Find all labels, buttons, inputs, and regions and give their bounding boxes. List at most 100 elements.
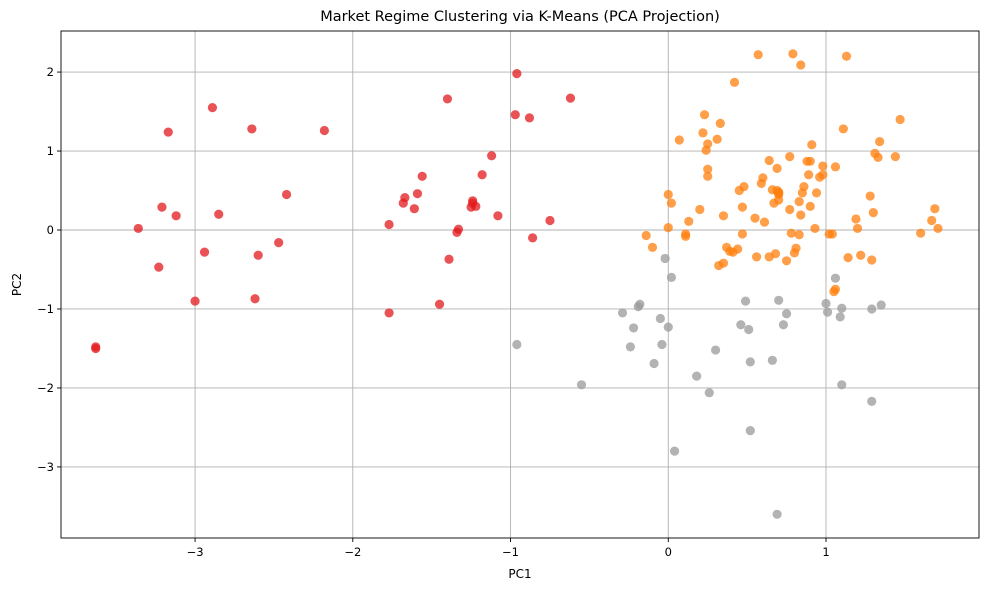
data-point	[91, 343, 101, 354]
data-point	[807, 140, 817, 150]
data-point	[851, 214, 861, 224]
data-point	[737, 202, 748, 212]
data-point	[657, 339, 667, 350]
data-point	[695, 204, 705, 215]
data-point	[669, 446, 680, 456]
data-point	[876, 300, 886, 310]
data-point	[247, 124, 257, 134]
y-tick-label: 2	[47, 65, 54, 79]
data-point	[384, 308, 394, 318]
data-point	[718, 258, 729, 268]
data-point	[493, 211, 503, 221]
data-point	[759, 217, 770, 227]
data-point	[753, 50, 763, 60]
data-point	[718, 211, 729, 221]
data-point	[774, 187, 784, 197]
y-axis-label: PC2	[10, 273, 24, 296]
data-point	[674, 135, 684, 145]
data-point	[843, 253, 853, 263]
data-point	[171, 211, 181, 221]
data-point	[822, 307, 833, 317]
data-point	[794, 230, 804, 240]
data-point	[635, 299, 645, 309]
data-point	[649, 358, 659, 369]
data-point	[409, 204, 419, 214]
data-point	[799, 181, 809, 192]
data-point	[785, 151, 795, 162]
data-point	[274, 238, 284, 248]
data-point	[767, 355, 777, 365]
data-point	[804, 170, 814, 180]
plot-frame	[60, 30, 980, 539]
data-point	[781, 309, 792, 319]
data-point	[750, 213, 760, 223]
data-point	[319, 125, 330, 136]
data-point	[821, 298, 831, 309]
data-point	[745, 357, 755, 367]
y-tick-label: −2	[37, 381, 54, 395]
data-point	[565, 93, 576, 103]
data-point	[751, 252, 762, 262]
data-point	[788, 49, 798, 59]
data-point	[417, 171, 427, 181]
data-point	[927, 215, 937, 226]
data-point	[739, 181, 749, 192]
data-point	[703, 139, 713, 149]
data-point	[805, 201, 815, 211]
data-point	[703, 171, 713, 181]
data-point	[666, 272, 677, 282]
data-point	[412, 189, 423, 199]
y-axis: −3 −2 −1 0 1 2	[37, 65, 61, 474]
data-point	[745, 425, 755, 436]
data-point	[744, 324, 754, 335]
data-point	[199, 247, 210, 257]
data-point	[867, 396, 877, 406]
data-point	[133, 223, 143, 234]
data-point	[772, 163, 782, 174]
data-point	[830, 162, 841, 172]
data-point	[400, 193, 410, 203]
data-point	[477, 170, 487, 180]
data-point	[471, 201, 481, 211]
y-tick-label: −1	[37, 302, 54, 316]
data-point	[163, 127, 173, 137]
data-point	[663, 189, 673, 200]
data-point	[781, 256, 792, 266]
data-point	[774, 295, 784, 305]
data-point	[786, 228, 796, 238]
y-tick-label: 0	[47, 223, 54, 237]
data-point	[865, 191, 875, 201]
x-tick-label: −1	[502, 545, 519, 559]
data-point	[442, 94, 453, 104]
data-point	[660, 253, 670, 264]
data-point	[524, 113, 535, 123]
data-point	[214, 209, 224, 219]
data-point	[841, 51, 852, 61]
data-point	[190, 296, 200, 306]
x-axis: −3 −2 −1 0 1	[187, 538, 830, 559]
data-point	[253, 250, 263, 260]
y-tick-label: 1	[47, 144, 54, 158]
data-point	[641, 230, 651, 241]
data-point	[856, 250, 866, 260]
data-point	[805, 156, 815, 166]
data-point	[737, 229, 748, 239]
data-point	[868, 208, 878, 218]
data-point	[684, 216, 694, 226]
data-point	[867, 304, 877, 314]
data-point	[512, 69, 522, 79]
data-point	[838, 124, 848, 134]
data-point	[250, 294, 260, 304]
data-point	[663, 322, 673, 332]
data-point	[384, 219, 394, 230]
data-point	[281, 189, 292, 200]
data-point	[873, 152, 883, 162]
data-point	[681, 231, 691, 241]
x-tick-label: −3	[187, 545, 204, 559]
data-point	[617, 308, 628, 318]
data-point	[528, 233, 538, 243]
data-point	[916, 228, 926, 238]
data-point	[818, 170, 828, 180]
data-point	[835, 312, 845, 322]
